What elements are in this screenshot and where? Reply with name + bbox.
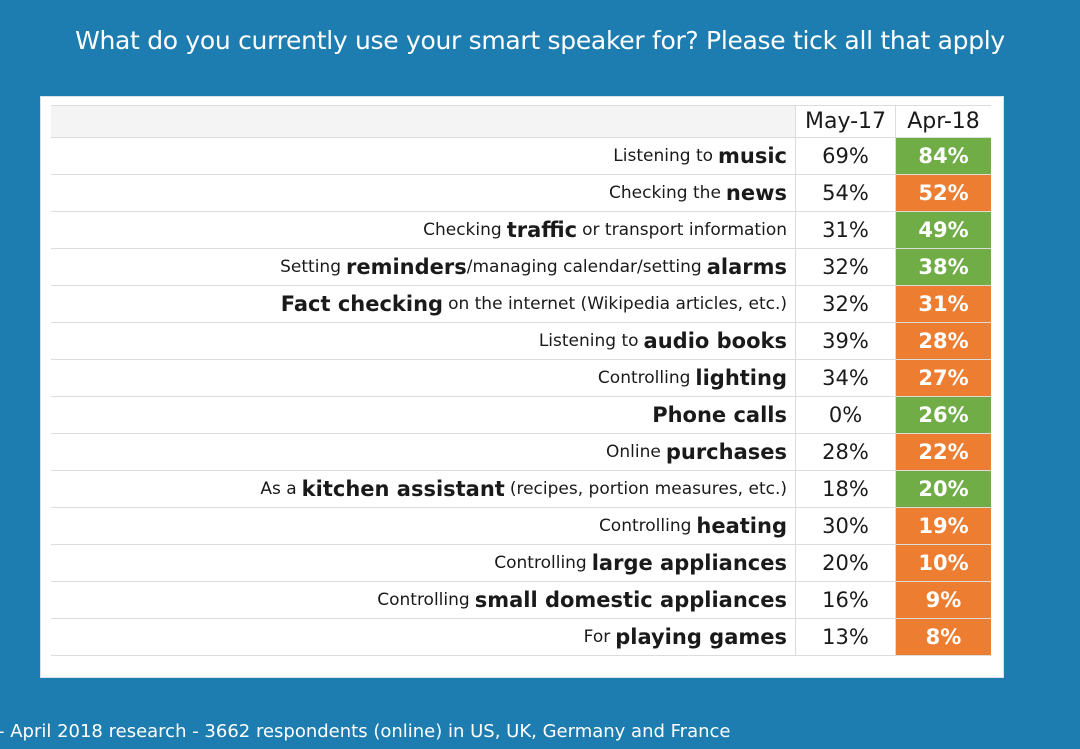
label-prefix: Setting [280, 257, 341, 277]
table-row: Online purchases 28% 22% [51, 434, 991, 471]
label-keyword: audio books [643, 329, 787, 353]
may17-value: 54% [796, 175, 896, 211]
row-label: As a kitchen assistant (recipes, portion m… [51, 471, 796, 507]
may17-value: 34% [796, 360, 896, 396]
apr18-value: 52% [896, 175, 991, 211]
table-row: Checking traffic or transport information 3… [51, 212, 991, 249]
label-keyword: purchases [665, 440, 787, 464]
row-label: Listening to music [51, 138, 796, 174]
may17-value: 32% [796, 249, 896, 285]
table-row: Controlling lighting 34% 27% [51, 360, 991, 397]
may17-value: 16% [796, 582, 896, 618]
apr18-value: 84% [896, 138, 991, 174]
apr18-value: 10% [896, 545, 991, 581]
table-row: Listening to music 69% 84% [51, 138, 991, 175]
label-keyword: music [718, 144, 787, 168]
label-keyword: traffic [506, 218, 578, 242]
label-keyword: reminders [345, 255, 467, 279]
table-panel: May-17 Apr-18 Listening to music 69% 84% Che… [40, 96, 1004, 678]
may17-value: 32% [796, 286, 896, 322]
may17-value: 31% [796, 212, 896, 248]
row-label: Setting reminders/managing calendar/setti… [51, 249, 796, 285]
apr18-value: 8% [896, 619, 991, 655]
label-keyword: Fact checking [280, 292, 444, 316]
row-label: Controlling heating [51, 508, 796, 544]
may17-value: 0% [796, 397, 896, 433]
may17-value: 69% [796, 138, 896, 174]
label-keyword: playing games [615, 625, 787, 649]
label-prefix: As a [260, 479, 297, 499]
label-keyword: large appliances [591, 551, 787, 575]
row-label: For playing games [51, 619, 796, 655]
table-row: Controlling large appliances 20% 10% [51, 545, 991, 582]
source-footnote: - April 2018 research - 3662 respondents… [0, 721, 731, 742]
label-keyword: Phone calls [652, 403, 787, 427]
apr18-value: 38% [896, 249, 991, 285]
may17-value: 18% [796, 471, 896, 507]
column-header-apr18: Apr-18 [896, 106, 991, 137]
table-row: Phone calls 0% 26% [51, 397, 991, 434]
may17-value: 13% [796, 619, 896, 655]
label-keyword-2: alarms [706, 255, 787, 279]
label-prefix: Online [606, 442, 661, 462]
column-header-may17: May-17 [796, 106, 896, 137]
apr18-value: 27% [896, 360, 991, 396]
table-row: As a kitchen assistant (recipes, portion m… [51, 471, 991, 508]
label-keyword: lighting [695, 366, 787, 390]
may17-value: 30% [796, 508, 896, 544]
row-label: Checking the news [51, 175, 796, 211]
apr18-value: 49% [896, 212, 991, 248]
header-label-cell [51, 106, 796, 137]
apr18-value: 28% [896, 323, 991, 359]
table-row: Setting reminders/managing calendar/setti… [51, 249, 991, 286]
table-row: Controlling heating 30% 19% [51, 508, 991, 545]
apr18-value: 26% [896, 397, 991, 433]
label-prefix: Checking [423, 220, 502, 240]
apr18-value: 9% [896, 582, 991, 618]
table-row: For playing games 13% 8% [51, 619, 991, 656]
row-label: Online purchases [51, 434, 796, 470]
label-prefix: Listening to [613, 146, 714, 166]
label-keyword: kitchen assistant [301, 477, 505, 501]
row-label: Checking traffic or transport information [51, 212, 796, 248]
label-suffix: or transport information [582, 220, 787, 240]
row-label: Controlling small domestic appliances [51, 582, 796, 618]
row-label: Listening to audio books [51, 323, 796, 359]
apr18-value: 19% [896, 508, 991, 544]
apr18-value: 20% [896, 471, 991, 507]
label-suffix: (recipes, portion measures, etc.) [509, 479, 787, 499]
label-prefix: Listening to [538, 331, 639, 351]
data-table: May-17 Apr-18 Listening to music 69% 84% Che… [51, 105, 991, 656]
label-suffix: on the internet (Wikipedia articles, etc… [448, 294, 787, 314]
row-label: Controlling lighting [51, 360, 796, 396]
row-label: Controlling large appliances [51, 545, 796, 581]
label-prefix: Controlling [494, 553, 587, 573]
label-prefix: Checking the [609, 183, 721, 203]
label-keyword: small domestic appliances [474, 588, 787, 612]
table-header-row: May-17 Apr-18 [51, 106, 991, 138]
label-prefix: For [583, 627, 611, 647]
table-row: Listening to audio books 39% 28% [51, 323, 991, 360]
label-prefix: Controlling [598, 516, 692, 536]
may17-value: 28% [796, 434, 896, 470]
apr18-value: 31% [896, 286, 991, 322]
table-row: Controlling small domestic appliances 16% 9… [51, 582, 991, 619]
label-suffix: /managing calendar/setting [466, 257, 702, 277]
may17-value: 39% [796, 323, 896, 359]
chart-title: What do you currently use your smart spe… [75, 26, 1005, 55]
table-row: Fact checking on the internet (Wikipedia … [51, 286, 991, 323]
may17-value: 20% [796, 545, 896, 581]
table-row: Checking the news 54% 52% [51, 175, 991, 212]
row-label: Fact checking on the internet (Wikipedia … [51, 286, 796, 322]
label-keyword: news [725, 181, 787, 205]
apr18-value: 22% [896, 434, 991, 470]
label-keyword: heating [696, 514, 787, 538]
row-label: Phone calls [51, 397, 796, 433]
label-prefix: Controlling [377, 590, 470, 610]
label-prefix: Controlling [597, 368, 691, 388]
